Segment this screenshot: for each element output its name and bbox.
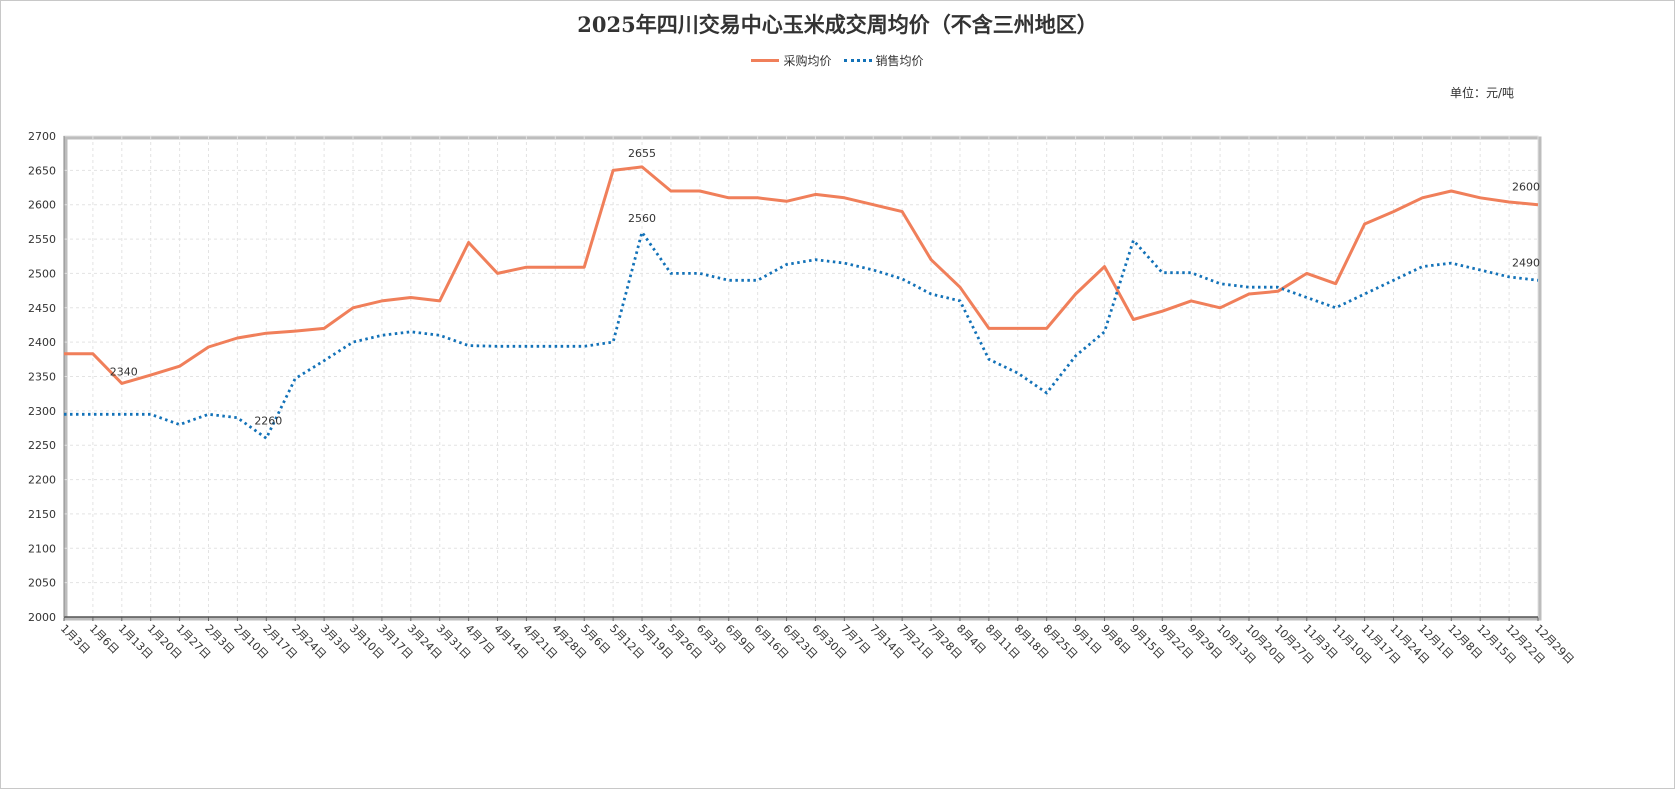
x-tick-label: 9月8日 — [1098, 622, 1133, 657]
y-tick-label: 2500 — [28, 267, 56, 280]
data-label: 2260 — [254, 414, 282, 427]
legend-label-purchase: 采购均价 — [783, 54, 832, 68]
y-tick-label: 2600 — [28, 199, 56, 212]
y-tick-label: 2300 — [28, 405, 56, 418]
legend: 采购均价 销售均价 — [0, 52, 1675, 69]
legend-label-sales: 销售均价 — [875, 54, 924, 68]
unit-label: 单位：元/吨 — [1450, 86, 1515, 100]
legend-swatch-sales — [843, 59, 872, 62]
y-tick-label: 2400 — [28, 336, 56, 349]
y-tick-label: 2250 — [28, 439, 56, 452]
y-tick-label: 2150 — [28, 508, 56, 521]
legend-swatch-purchase — [751, 59, 780, 62]
legend-item-purchase[interactable]: 采购均价 — [751, 52, 832, 69]
x-tick-label: 6月9日 — [723, 622, 758, 657]
x-tick-label: 1月3日 — [58, 622, 93, 657]
y-tick-label: 2100 — [28, 542, 56, 555]
data-label: 2600 — [1512, 181, 1540, 194]
y-tick-label: 2650 — [28, 164, 56, 177]
data-label: 2340 — [110, 365, 138, 378]
data-label: 2655 — [628, 147, 656, 160]
y-tick-label: 2550 — [28, 233, 56, 246]
series-line-purchase — [64, 165, 1539, 385]
y-tick-label: 2700 — [28, 130, 56, 143]
x-tick-label: 1月6日 — [87, 622, 122, 657]
plot-border — [63, 135, 1539, 618]
y-tick-label: 2050 — [28, 577, 56, 590]
y-tick-label: 2000 — [28, 611, 56, 624]
series-line-sales — [64, 230, 1539, 440]
chart-title: 2025年四川交易中心玉米成交周均价（不含三州地区） — [577, 12, 1098, 37]
y-tick-label: 2200 — [28, 474, 56, 487]
y-tick-label: 2350 — [28, 371, 56, 384]
data-label: 2490 — [1512, 256, 1540, 269]
plot-shadow — [64, 136, 1542, 621]
data-label: 2560 — [628, 212, 656, 225]
y-tick-label: 2450 — [28, 302, 56, 315]
legend-item-sales[interactable]: 销售均价 — [843, 52, 924, 69]
